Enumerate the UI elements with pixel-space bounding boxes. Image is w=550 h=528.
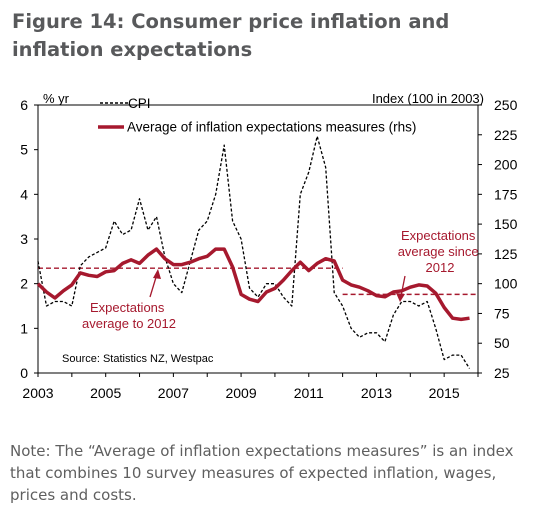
left-tick-label: 1 <box>20 320 28 336</box>
annotation-avg-to-2012-line2: average to 2012 <box>82 316 176 331</box>
chart: 0 1 2 3 4 5 6 25 50 75 100 125 150 175 200 225 250 2003… <box>20 91 518 401</box>
figure-note: Note: The “Average of inflation expectat… <box>10 442 514 504</box>
left-axis-label: % yr <box>43 91 70 106</box>
x-tick-label: 2015 <box>429 385 460 401</box>
x-tick-label: 2007 <box>158 385 189 401</box>
right-tick-label: 125 <box>494 246 518 262</box>
right-tick-label: 175 <box>494 186 518 202</box>
annotation-avg-since-2012-line1: Expectations <box>401 228 476 243</box>
left-tick-label: 2 <box>20 276 28 292</box>
right-tick-label: 200 <box>494 157 518 173</box>
right-axis-label: Index (100 in 2003) <box>372 91 484 106</box>
annotation-avg-since-2012-line3: 2012 <box>426 260 455 275</box>
source-note: Source: Statistics NZ, Westpac <box>62 353 214 365</box>
x-tick-label: 2009 <box>225 385 256 401</box>
right-tick-label: 75 <box>494 305 510 321</box>
series-layer <box>36 135 471 369</box>
right-tick-label: 150 <box>494 216 518 232</box>
reference-lines <box>38 267 478 296</box>
x-tick-label: 2013 <box>361 385 392 401</box>
annotation-avg-since-2012-arrow <box>400 275 406 297</box>
x-tick-label: 2005 <box>90 385 121 401</box>
right-tick-label: 225 <box>494 127 518 143</box>
right-tick-label: 25 <box>494 365 510 381</box>
left-tick-label: 3 <box>20 231 28 247</box>
x-tick-label: 2003 <box>22 385 53 401</box>
right-tick-label: 100 <box>494 276 518 292</box>
annotation-avg-since-2012: Expectations average since 2012 <box>398 228 483 275</box>
legend-expectations-label: Average of inflation expectations measur… <box>127 120 416 135</box>
left-tick-label: 5 <box>20 142 28 158</box>
left-tick-label: 6 <box>20 97 28 113</box>
right-axis: 25 50 75 100 125 150 175 200 225 250 <box>478 97 518 381</box>
left-tick-label: 4 <box>20 186 28 202</box>
annotation-avg-since-2012-line2: average since <box>398 244 479 259</box>
left-axis: 0 1 2 3 4 5 6 <box>20 97 38 381</box>
right-tick-label: 250 <box>494 97 518 113</box>
figure-title: Figure 14: Consumer price inflation and … <box>12 10 450 61</box>
expectations-series-line <box>36 247 470 322</box>
x-tick-label: 2011 <box>294 385 324 401</box>
annotation-avg-since-2012-arrowhead <box>396 293 405 302</box>
legend-cpi-label: CPI <box>128 96 151 111</box>
x-axis: 2003 2005 2007 2009 2011 2013 2015 <box>22 373 479 401</box>
annotation-avg-to-2012-arrowhead <box>153 269 161 279</box>
left-tick-label: 0 <box>20 365 28 381</box>
annotation-avg-to-2012-line1: Expectations <box>90 300 165 315</box>
cpi-series-line <box>37 135 471 369</box>
annotation-avg-to-2012: Expectations average to 2012 <box>82 300 176 331</box>
right-tick-label: 50 <box>494 335 510 351</box>
